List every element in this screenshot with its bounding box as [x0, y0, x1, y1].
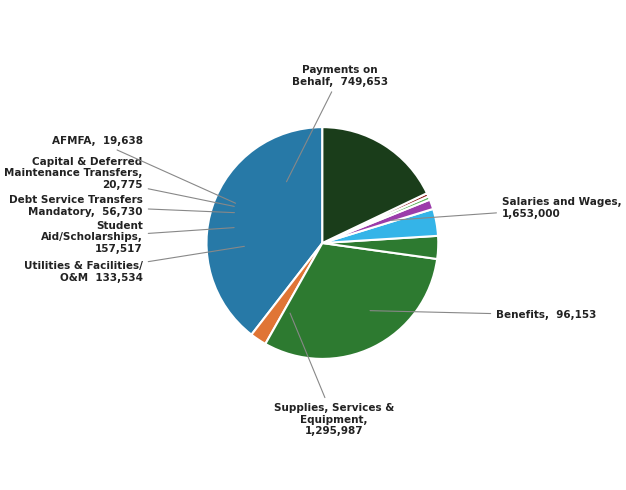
Wedge shape	[265, 243, 437, 359]
Text: Benefits,  96,153: Benefits, 96,153	[370, 310, 597, 320]
Text: Capital & Deferred
Maintenance Transfers,
20,775: Capital & Deferred Maintenance Transfers…	[4, 157, 234, 206]
Text: Utilities & Facilities/
O&M  133,534: Utilities & Facilities/ O&M 133,534	[24, 246, 244, 283]
Wedge shape	[207, 127, 322, 335]
Wedge shape	[322, 209, 438, 243]
Wedge shape	[322, 236, 438, 259]
Wedge shape	[322, 196, 430, 243]
Text: AFMFA,  19,638: AFMFA, 19,638	[52, 136, 235, 203]
Text: Supplies, Services &
Equipment,
1,295,987: Supplies, Services & Equipment, 1,295,98…	[274, 313, 394, 436]
Text: Student
Aid/Scholarships,
157,517: Student Aid/Scholarships, 157,517	[41, 220, 234, 254]
Wedge shape	[252, 243, 322, 344]
Text: Debt Service Transfers
Mandatory,  56,730: Debt Service Transfers Mandatory, 56,730	[9, 195, 234, 217]
Text: Payments on
Behalf,  749,653: Payments on Behalf, 749,653	[287, 65, 388, 182]
Wedge shape	[322, 193, 428, 243]
Wedge shape	[322, 199, 433, 243]
Text: Salaries and Wages,
1,653,000: Salaries and Wages, 1,653,000	[391, 197, 622, 220]
Wedge shape	[322, 127, 427, 243]
